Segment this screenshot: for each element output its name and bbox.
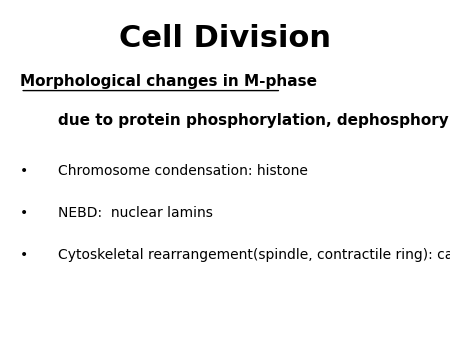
Text: NEBD:  nuclear lamins: NEBD: nuclear lamins bbox=[58, 206, 213, 220]
Text: due to protein phosphorylation, dephosphorylation: due to protein phosphorylation, dephosph… bbox=[58, 113, 450, 128]
Text: •: • bbox=[20, 164, 28, 178]
Text: Chromosome condensation: histone: Chromosome condensation: histone bbox=[58, 164, 308, 178]
Text: Morphological changes in M-phase: Morphological changes in M-phase bbox=[20, 74, 317, 89]
Text: •: • bbox=[20, 206, 28, 220]
Text: Cell Division: Cell Division bbox=[119, 24, 331, 53]
Text: •: • bbox=[20, 248, 28, 262]
Text: Cytoskeletal rearrangement(spindle, contractile ring): caldesmon, c-src: Cytoskeletal rearrangement(spindle, cont… bbox=[58, 248, 450, 262]
